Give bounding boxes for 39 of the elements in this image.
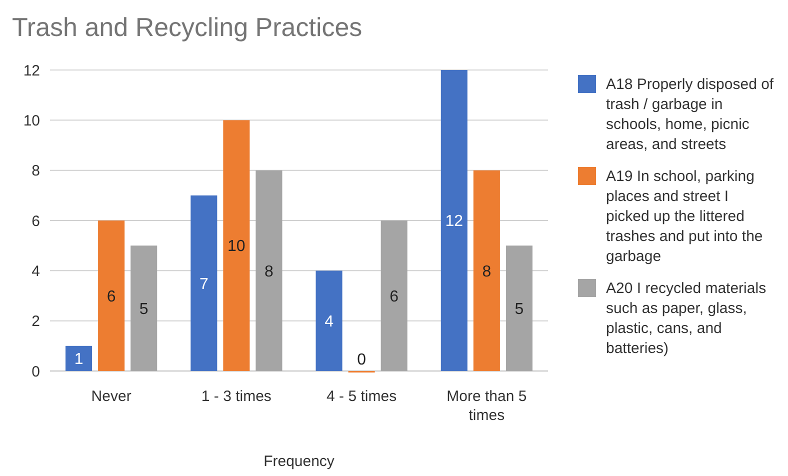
x-tick-label: 4 - 5 times — [326, 388, 397, 405]
x-tick-label: More than 5 times — [446, 388, 527, 424]
data-label: 5 — [139, 300, 148, 318]
bar — [223, 120, 250, 371]
bar — [473, 170, 500, 371]
data-label: 1 — [74, 351, 84, 368]
bar — [190, 195, 218, 371]
x-axis-title: Frequency — [264, 453, 335, 470]
y-tick-label: 2 — [32, 313, 40, 330]
bar — [130, 246, 158, 371]
data-label: 10 — [228, 238, 246, 256]
y-tick-label: 10 — [23, 112, 40, 130]
data-label: 7 — [199, 276, 208, 293]
x-tick-label: 1 - 3 times — [201, 388, 272, 405]
data-label: 4 — [324, 313, 334, 330]
y-tick-label: 4 — [32, 262, 40, 280]
y-tick-label: 0 — [32, 363, 40, 380]
bar — [440, 70, 468, 371]
y-tick-label: 8 — [32, 162, 40, 180]
data-label: 6 — [390, 288, 399, 306]
data-label: 6 — [106, 288, 116, 306]
chart-title: Trash and Recycling Practices — [12, 12, 362, 42]
bar — [316, 270, 342, 371]
data-label: 5 — [514, 300, 524, 318]
data-label: 8 — [264, 263, 274, 280]
y-tick-label: 6 — [32, 212, 40, 230]
y-tick-label: 12 — [23, 62, 40, 80]
bar — [66, 346, 92, 371]
bar — [506, 246, 532, 371]
data-label: 12 — [445, 213, 464, 230]
legend-label: A18 Properly disposed of trash / garbage in schools, home, picnic areas, and streets — [606, 76, 774, 153]
bar — [98, 220, 125, 371]
legend-label: A20 I recycled materials such as paper, glass, plastic, cans, and batteries) — [606, 280, 766, 357]
bar — [256, 170, 282, 371]
x-tick-label: Never — [91, 388, 132, 405]
data-label: 8 — [482, 263, 492, 280]
legend-label: A19 In school, parking places and street I picked up the littered trashes and put into the garbage — [606, 168, 763, 265]
bar — [380, 220, 408, 371]
data-label: 0 — [357, 352, 366, 369]
